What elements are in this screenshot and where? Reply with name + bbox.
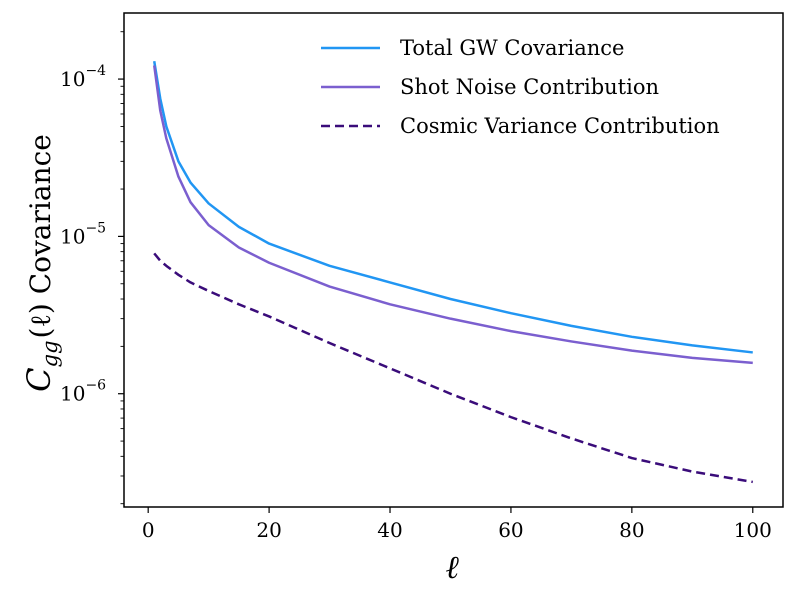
y-tick-label-exponent: −5 <box>85 220 106 236</box>
legend-label-1: Total GW Covariance <box>400 36 625 60</box>
legend-label-2: Shot Noise Contribution <box>400 75 659 99</box>
y-axis-label-rest: (ℓ) Covariance <box>24 134 57 338</box>
y-tick-label-base: 10 <box>60 67 85 91</box>
x-tick-label: 40 <box>377 518 402 542</box>
y-axis-label-symbol: C <box>20 367 58 391</box>
y-tick-label-exponent: −4 <box>85 63 106 79</box>
legend: Total GW Covariance Shot Noise Contributi… <box>321 36 720 138</box>
y-tick-label-base: 10 <box>60 224 85 248</box>
y-tick-label: 10−4 <box>60 63 106 91</box>
y-axis-label-subscript: gg <box>38 340 62 367</box>
plot-frame <box>123 12 784 508</box>
series-line-3 <box>153 252 753 484</box>
x-tick-label: 0 <box>142 518 155 542</box>
x-tick-label: 80 <box>619 518 644 542</box>
x-axis-label: ℓ <box>445 548 459 586</box>
x-tick-label: 20 <box>256 518 281 542</box>
series-line-2 <box>152 65 753 365</box>
y-tick-label-base: 10 <box>60 382 85 406</box>
y-tick-label: 10−5 <box>60 220 106 248</box>
series-layer <box>152 60 753 484</box>
x-tick-label: 60 <box>498 518 523 542</box>
y-tick-label: 10−6 <box>60 378 106 406</box>
y-axis-label: Cgg(ℓ) Covariance <box>20 134 62 392</box>
series-line-1 <box>152 60 753 354</box>
legend-label-3: Cosmic Variance Contribution <box>400 114 720 138</box>
y-tick-label-exponent: −6 <box>85 378 106 394</box>
x-tick-label: 100 <box>734 518 772 542</box>
